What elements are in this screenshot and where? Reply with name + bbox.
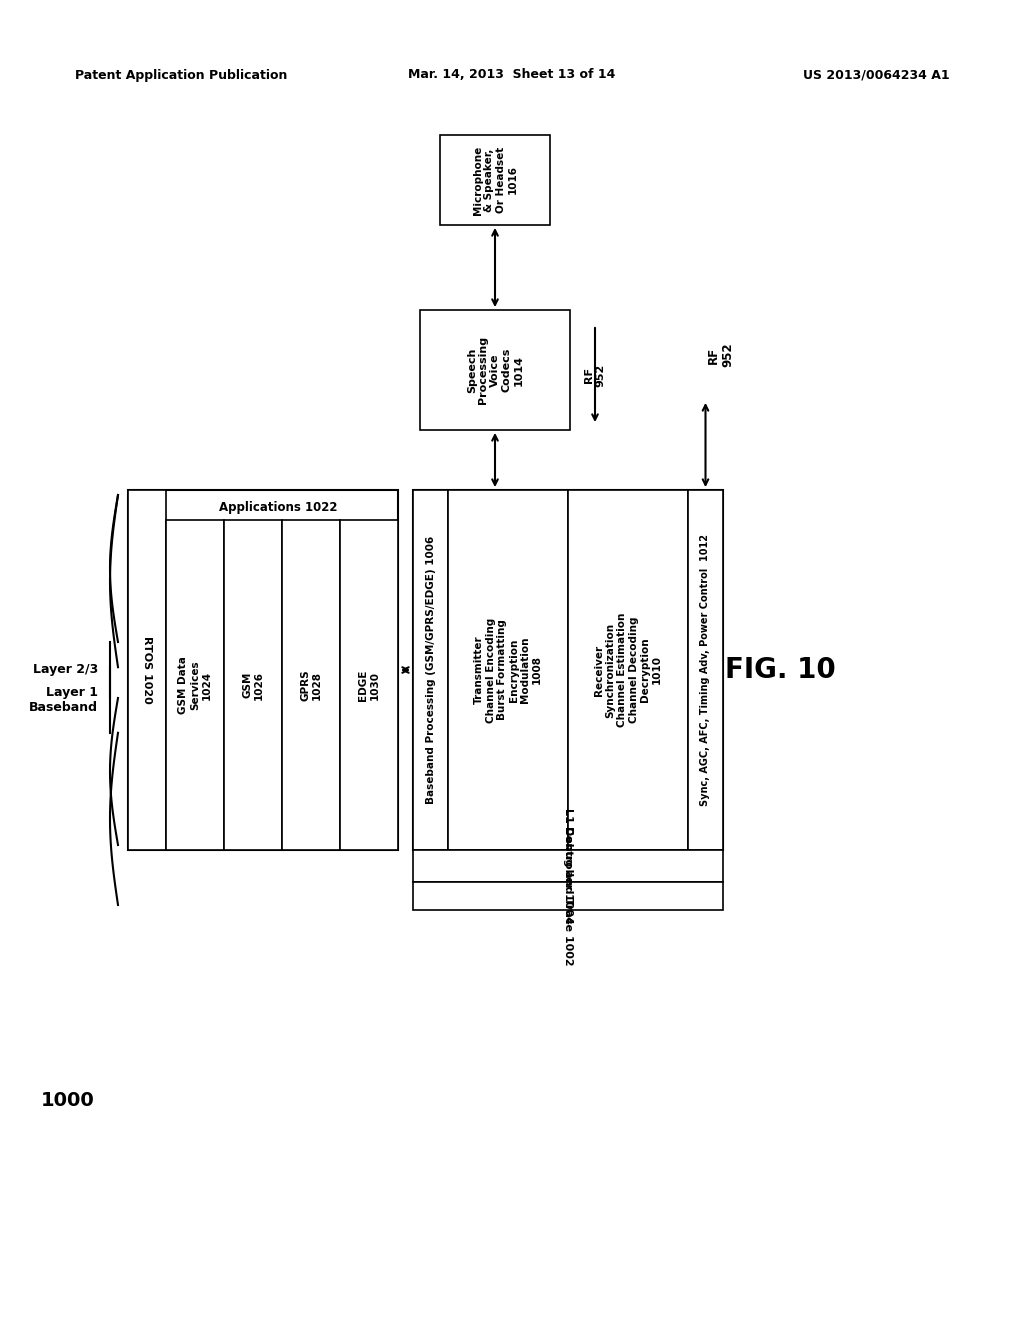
Text: Applications 1022: Applications 1022 xyxy=(219,502,337,515)
Text: Receiver
Synchronization
Channel Estimation
Channel Decoding
Decryption
1010: Receiver Synchronization Channel Estimat… xyxy=(594,612,662,727)
Text: GSM
1026: GSM 1026 xyxy=(243,671,264,700)
Text: Microphone
& Speaker,
Or Headset
1016: Microphone & Speaker, Or Headset 1016 xyxy=(473,145,517,215)
Bar xyxy=(413,850,723,882)
Bar xyxy=(224,520,282,850)
Text: EDGE
1030: EDGE 1030 xyxy=(358,669,380,701)
Text: Baseband Processing (GSM/GPRS/EDGE) 1006: Baseband Processing (GSM/GPRS/EDGE) 1006 xyxy=(426,536,435,804)
Bar xyxy=(440,135,550,224)
Bar xyxy=(166,520,224,850)
Bar xyxy=(413,490,449,850)
Text: Sync, AGC, AFC, Timing Adv, Power Control  1012: Sync, AGC, AFC, Timing Adv, Power Contro… xyxy=(700,535,711,807)
Text: Speech
Processing
Voice
Codecs
1014: Speech Processing Voice Codecs 1014 xyxy=(467,335,523,404)
Text: 1000: 1000 xyxy=(41,1090,95,1110)
Text: Mar. 14, 2013  Sheet 13 of 14: Mar. 14, 2013 Sheet 13 of 14 xyxy=(409,69,615,82)
Bar xyxy=(282,520,340,850)
Bar xyxy=(340,520,398,850)
Text: Debug and Trace 1002: Debug and Trace 1002 xyxy=(563,826,573,966)
Text: Transmitter
Channel Encoding
Burst Formatting
Encryption
Modulation
1008: Transmitter Channel Encoding Burst Forma… xyxy=(474,618,542,722)
Text: RF
952: RF 952 xyxy=(585,363,606,387)
Text: US 2013/0064234 A1: US 2013/0064234 A1 xyxy=(804,69,950,82)
Text: GPRS
1028: GPRS 1028 xyxy=(300,669,322,701)
Text: Layer 2/3: Layer 2/3 xyxy=(33,664,98,676)
Bar xyxy=(688,490,723,850)
Bar xyxy=(128,490,166,850)
Text: Patent Application Publication: Patent Application Publication xyxy=(75,69,288,82)
Text: FIG. 10: FIG. 10 xyxy=(725,656,836,684)
Bar xyxy=(128,490,398,850)
Text: Layer 1
Baseband: Layer 1 Baseband xyxy=(29,686,98,714)
Text: L1 Controller 1004: L1 Controller 1004 xyxy=(563,808,573,924)
Text: RTOS 1020: RTOS 1020 xyxy=(142,636,152,704)
Bar xyxy=(449,490,568,850)
Bar xyxy=(568,490,688,850)
Bar xyxy=(420,310,570,430)
Bar xyxy=(413,490,723,850)
Text: RF
952: RF 952 xyxy=(707,343,734,367)
Bar xyxy=(413,882,723,909)
Text: GSM Data
Services
1024: GSM Data Services 1024 xyxy=(178,656,212,714)
